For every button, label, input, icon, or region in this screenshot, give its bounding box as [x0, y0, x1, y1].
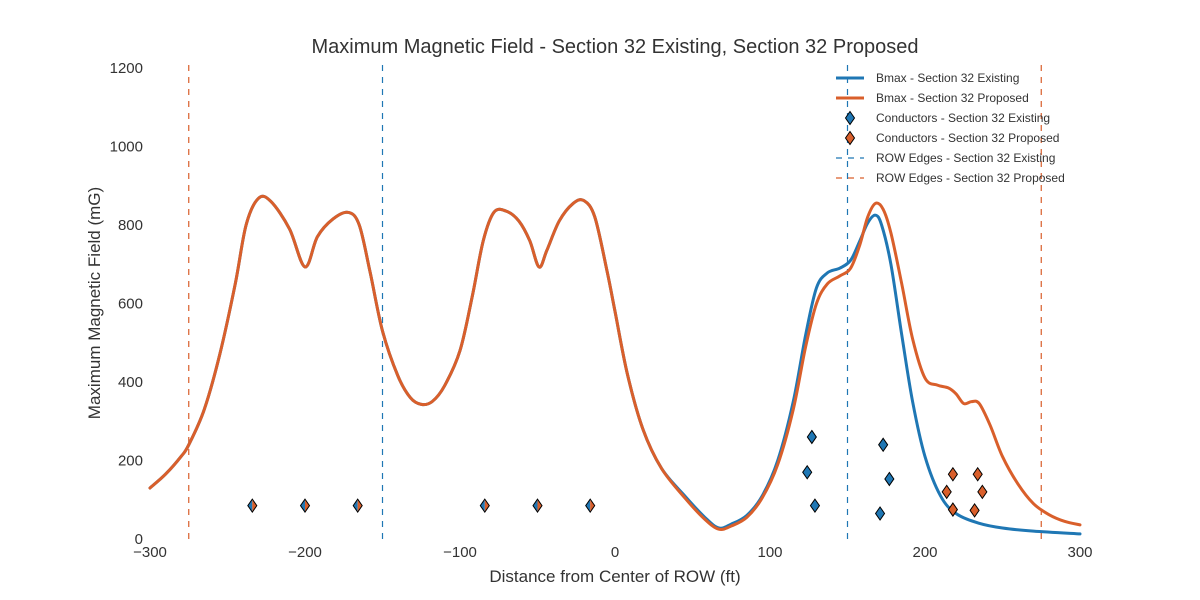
- conductor-marker-shared-right-half: [590, 499, 595, 513]
- plot-area: −300 −200 −100 0 100 200 300 0 200 400 600 800 1000 1…: [110, 60, 1093, 561]
- conductor-marker-existing: [874, 506, 886, 521]
- conductor-marker-proposed: [947, 502, 959, 517]
- x-tick-label: 100: [757, 544, 782, 561]
- conductor-marker-proposed: [947, 466, 959, 482]
- x-tick-label: 300: [1067, 544, 1092, 561]
- conductor-marker-shared-left-half: [585, 499, 591, 513]
- legend-swatch-diamond: [844, 110, 856, 126]
- conductor-marker-proposed: [969, 502, 980, 518]
- conductor-marker-proposed: [977, 484, 988, 500]
- y-axis-label: Maximum Magnetic Field (mG): [85, 187, 104, 419]
- conductor-marker-existing: [809, 498, 821, 514]
- conductor-marker-shared-left-half: [480, 499, 485, 513]
- conductor-marker-shared-outline: [532, 498, 543, 514]
- conductor-marker-shared-right-half: [484, 499, 490, 513]
- x-axis-label: Distance from Center of ROW (ft): [489, 567, 740, 586]
- conductor-marker-shared: [479, 498, 490, 514]
- legend-label: Conductors - Section 32 Proposed: [876, 131, 1059, 145]
- conductor-marker-shared-outline: [479, 498, 490, 514]
- conductor-marker-shared-right-half: [537, 499, 542, 513]
- series-line-1: [148, 194, 1082, 531]
- conductor-marker-shared: [352, 498, 363, 514]
- x-tick-label: −100: [443, 544, 477, 561]
- conductor-marker-shared-right-half: [252, 499, 257, 513]
- y-tick-label: 1200: [110, 60, 143, 77]
- y-tick-label: 200: [118, 453, 143, 470]
- legend-swatch-diamond: [844, 130, 856, 146]
- conductor-marker-existing: [802, 464, 813, 480]
- series-line-0: [148, 194, 1082, 536]
- legend: Bmax - Section 32 Existing Bmax - Section…: [836, 71, 1065, 185]
- conductor-marker-shared-left-half: [247, 499, 253, 513]
- conductor-marker-existing: [878, 437, 889, 453]
- y-tick-label: 1000: [110, 139, 143, 156]
- legend-label: Conductors - Section 32 Existing: [876, 111, 1050, 125]
- conductor-marker-shared: [299, 498, 311, 514]
- x-tick-label: −300: [133, 544, 167, 561]
- y-tick-label: 400: [118, 374, 143, 391]
- conductor-marker-shared-right-half: [305, 499, 310, 513]
- x-tick-label: 0: [611, 544, 619, 561]
- legend-label: Bmax - Section 32 Proposed: [876, 91, 1029, 105]
- x-tick-label: 200: [912, 544, 937, 561]
- conductor-marker-shared-left-half: [300, 499, 305, 513]
- y-tick-label: 600: [118, 296, 143, 313]
- conductor-marker-proposed: [941, 484, 952, 500]
- legend-label: Bmax - Section 32 Existing: [876, 71, 1019, 85]
- y-tick-label: 800: [118, 217, 143, 234]
- conductor-marker-shared-outline: [585, 498, 596, 514]
- conductor-marker-existing: [884, 471, 895, 487]
- conductor-marker-existing: [806, 429, 817, 445]
- legend-label: ROW Edges - Section 32 Proposed: [876, 171, 1065, 185]
- x-tick-label: −200: [288, 544, 322, 561]
- conductor-marker-shared-outline: [352, 498, 363, 514]
- conductor-marker-proposed: [972, 466, 983, 482]
- conductor-marker-shared-right-half: [357, 499, 363, 513]
- conductor-marker-shared-outline: [247, 498, 258, 514]
- conductor-marker-shared: [532, 498, 543, 514]
- conductor-marker-shared-left-half: [353, 499, 358, 513]
- chart-title: Maximum Magnetic Field - Section 32 Exis…: [312, 36, 919, 58]
- conductor-marker-shared-outline: [299, 498, 311, 514]
- y-tick-label: 0: [135, 531, 143, 548]
- conductor-marker-shared: [585, 498, 596, 514]
- conductor-marker-shared: [247, 498, 258, 514]
- legend-label: ROW Edges - Section 32 Existing: [876, 151, 1055, 165]
- conductor-marker-shared-left-half: [533, 499, 538, 513]
